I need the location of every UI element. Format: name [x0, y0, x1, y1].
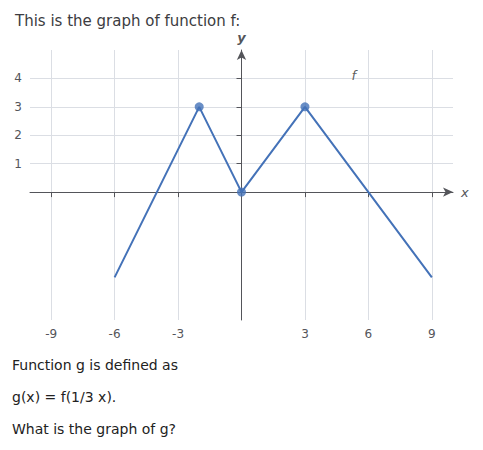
svg-text:6: 6 — [365, 327, 373, 341]
svg-text:y: y — [237, 30, 246, 45]
svg-text:-6: -6 — [109, 327, 121, 341]
svg-text:-9: -9 — [45, 327, 57, 341]
svg-text:3: 3 — [14, 100, 22, 114]
svg-text:What is the graph of g?: What is the graph of g? — [12, 421, 176, 437]
svg-text:3: 3 — [301, 327, 309, 341]
svg-text:9: 9 — [428, 327, 436, 341]
svg-text:-3: -3 — [172, 327, 184, 341]
svg-text:Function g is defined as: Function g is defined as — [12, 357, 178, 373]
svg-text:4: 4 — [14, 71, 22, 85]
svg-text:g(x) = f(1/3 x).: g(x) = f(1/3 x). — [12, 389, 116, 405]
svg-text:1: 1 — [14, 157, 22, 171]
svg-text:f: f — [351, 68, 358, 83]
svg-text:x: x — [460, 185, 469, 200]
svg-text:This is the graph of function: This is the graph of function f: — [14, 12, 240, 30]
svg-text:2: 2 — [14, 128, 22, 142]
